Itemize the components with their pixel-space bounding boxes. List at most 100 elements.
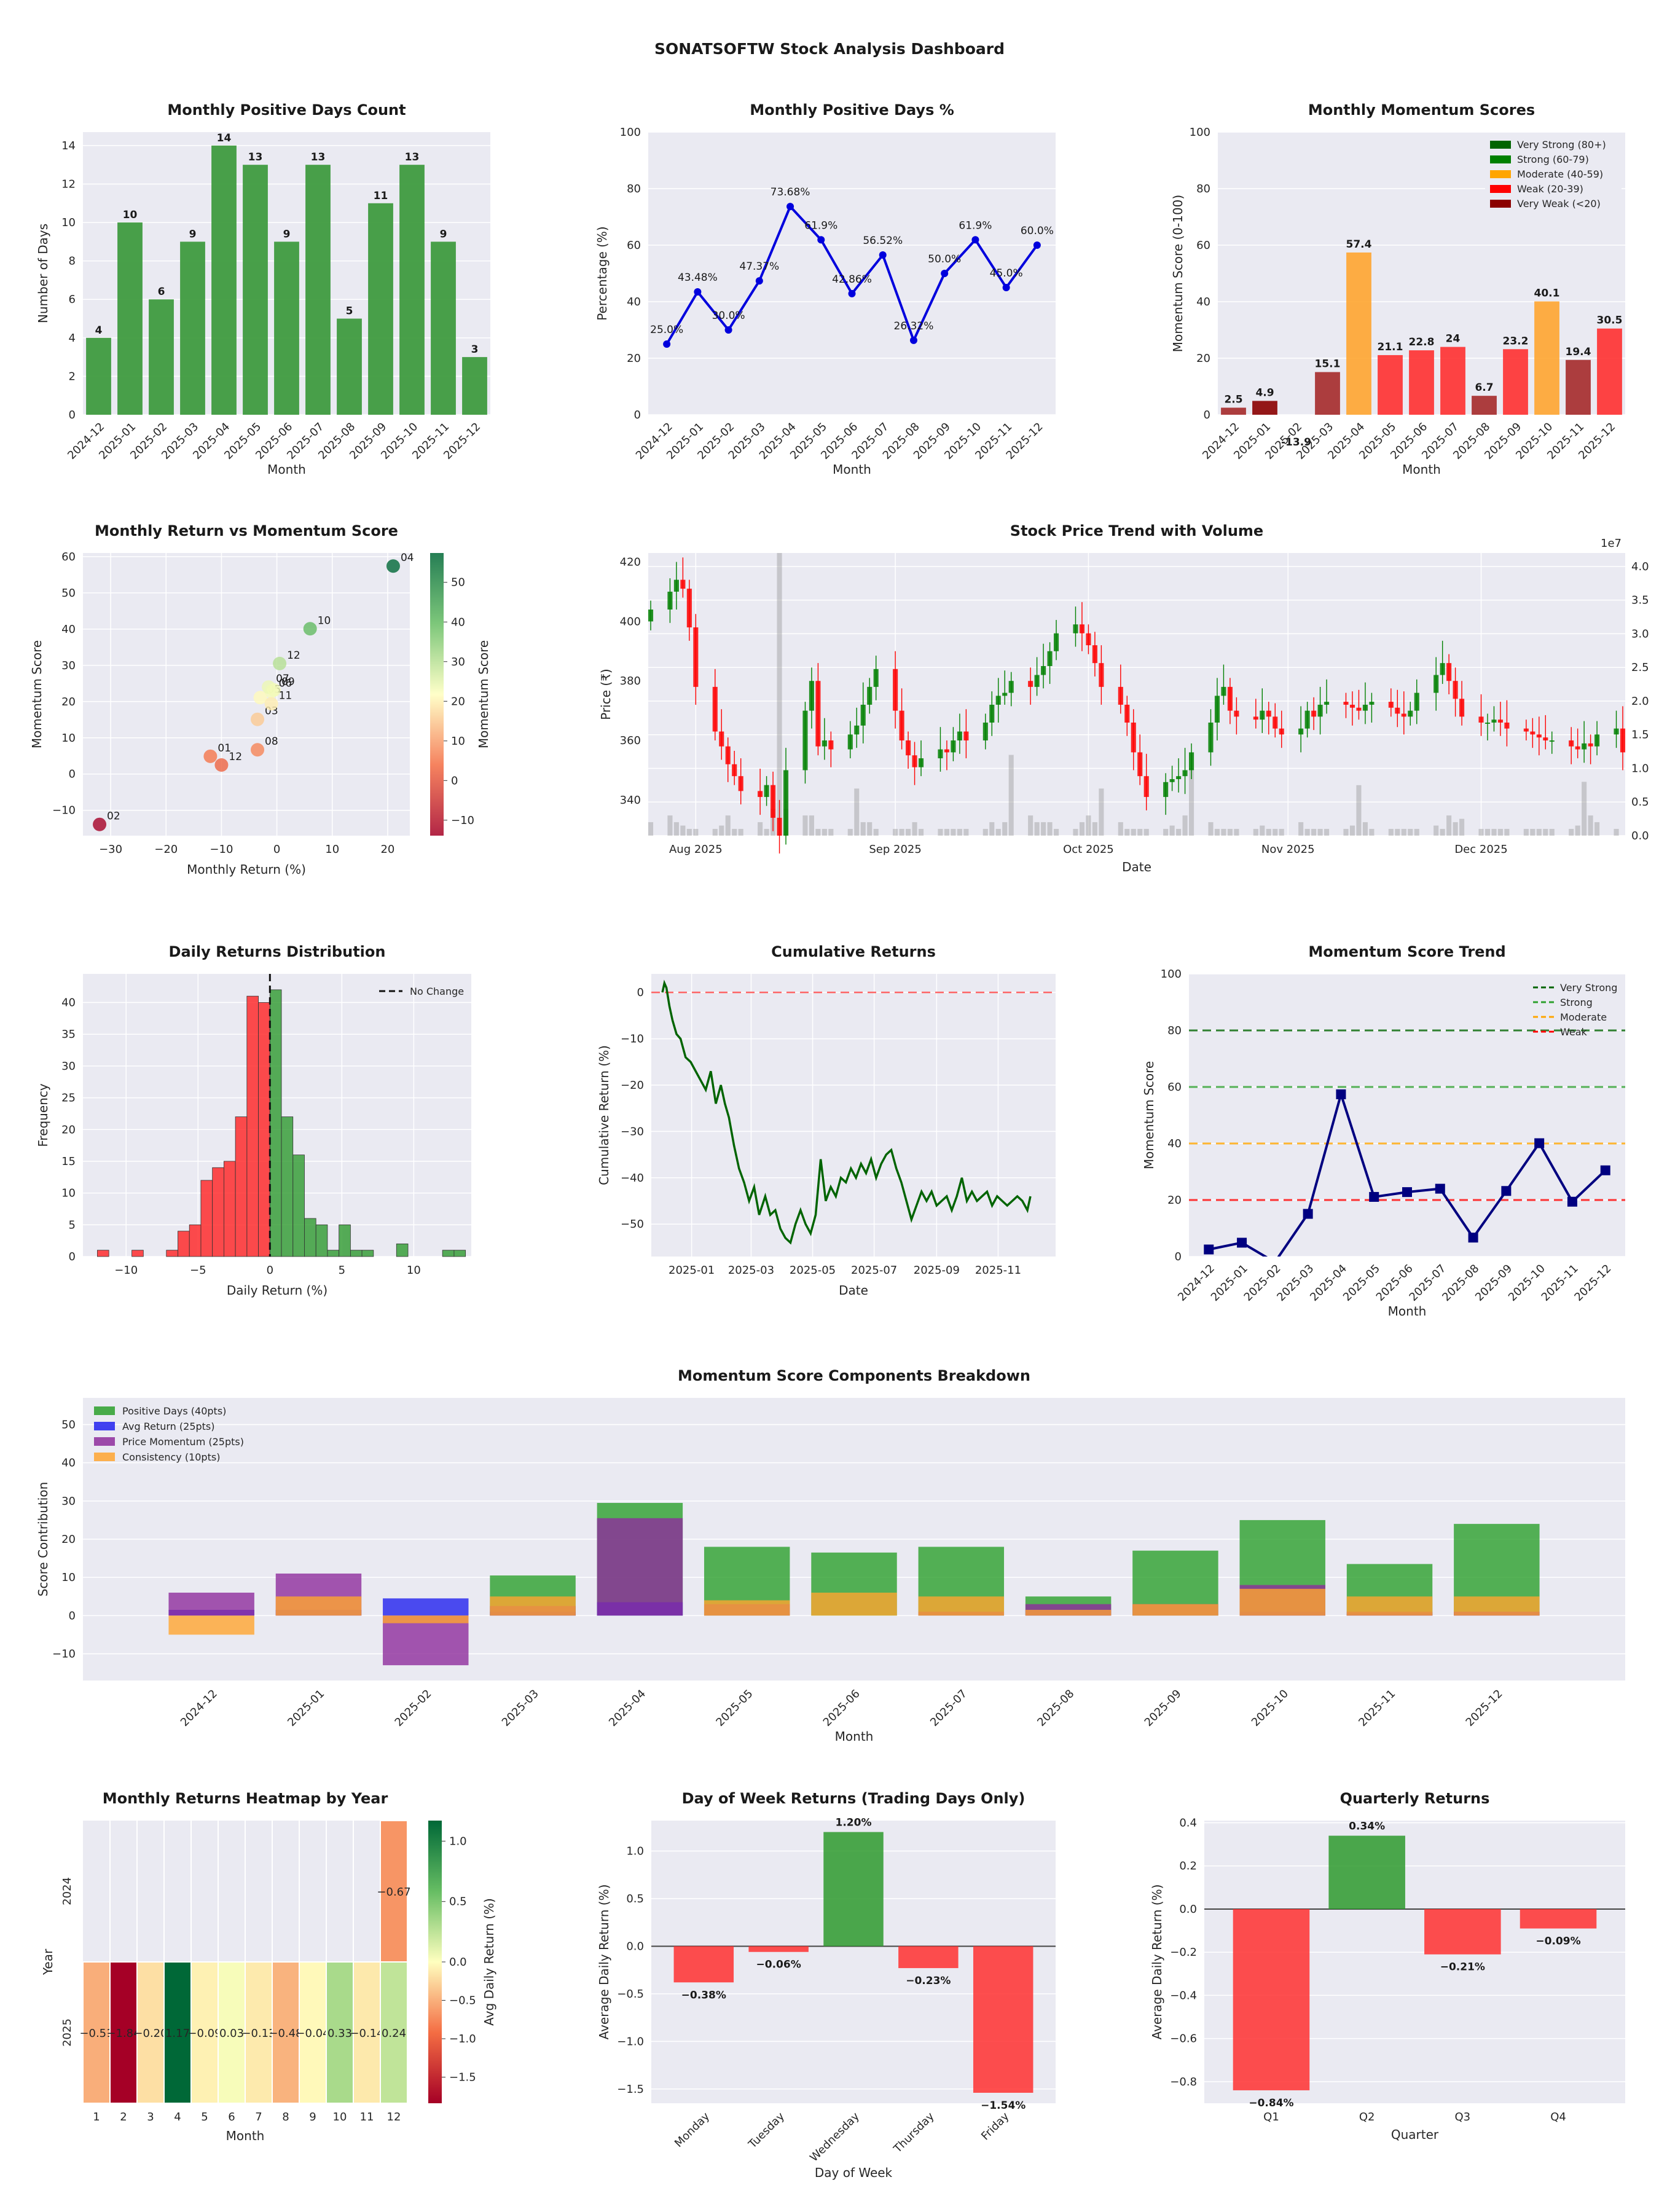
y-tick-label: 0: [69, 768, 76, 781]
bar: [1378, 355, 1403, 415]
volume-bar: [1260, 825, 1265, 836]
volume-bar: [867, 822, 873, 836]
x-tick-label: 2025-08: [1035, 1687, 1077, 1729]
candle-body: [1349, 704, 1355, 708]
component-bar: [811, 1593, 897, 1616]
candle-body: [1388, 702, 1394, 708]
bar-value-label: 6: [158, 286, 165, 298]
volume-tick-label: 2.0: [1631, 695, 1649, 708]
bar-value-label: −0.23%: [906, 1975, 951, 1987]
y-tick-label: 40: [627, 296, 641, 308]
legend-label: Price Momentum (25pts): [122, 1436, 244, 1448]
y-tick-label: −0.2: [1170, 1946, 1197, 1959]
volume-bar: [982, 829, 988, 836]
data-point: [1435, 1183, 1445, 1194]
volume-bar: [648, 822, 654, 836]
point-label: 07: [276, 673, 289, 685]
point-label: 04: [401, 552, 414, 564]
candle-body: [686, 589, 692, 628]
histogram-bar: [304, 1218, 316, 1257]
candle-body: [989, 704, 995, 723]
volume-bar: [1453, 822, 1458, 836]
volume-bar: [1369, 829, 1375, 836]
chart-title: Stock Price Trend with Volume: [1010, 522, 1263, 539]
cell-label: 1.17: [165, 2027, 190, 2040]
candle-body: [1234, 710, 1239, 717]
scatter-point: [253, 691, 267, 705]
y-tick-label: 20: [627, 352, 641, 365]
volume-bar: [1273, 829, 1278, 836]
candle-body: [738, 776, 743, 791]
y-tick-label: 6: [69, 293, 76, 306]
x-axis-label: Month: [1388, 1304, 1427, 1319]
heatmap-cell: [109, 1961, 138, 2104]
x-tick-label: Q4: [1550, 2111, 1566, 2124]
x-tick-label: 0: [273, 843, 280, 856]
y-tick-label: 60: [627, 239, 641, 252]
candle-body: [918, 758, 924, 767]
y-tick-label: 15: [61, 1155, 76, 1168]
data-point: [1033, 241, 1041, 249]
x-tick-label: Nov 2025: [1261, 843, 1315, 856]
candle-body: [1304, 710, 1310, 729]
volume-bar: [854, 788, 860, 836]
volume-bar: [944, 829, 949, 836]
volume-bar: [963, 829, 969, 836]
volume-bar: [758, 822, 763, 836]
bar-value-label: 9: [440, 228, 447, 240]
histogram-bar: [327, 1250, 340, 1257]
bar-value-label: 0.34%: [1349, 1821, 1385, 1833]
chart-title: Monthly Positive Days %: [750, 101, 954, 119]
x-tick-label: −30: [99, 843, 122, 856]
y-tick-label: 0.0: [1179, 1903, 1197, 1916]
data-label: 43.48%: [678, 272, 718, 284]
bar: [1440, 347, 1465, 415]
candle-body: [680, 579, 686, 589]
x-tick-label: −5: [190, 1264, 206, 1277]
candle-body: [1484, 723, 1491, 724]
candle-body: [771, 785, 776, 818]
volume-bar: [1459, 818, 1465, 836]
x-tick-label: 2025-07: [928, 1687, 970, 1729]
x-tick-label: 2025-09: [1142, 1687, 1184, 1729]
x-tick-label: 8: [282, 2111, 289, 2124]
y-tick-label: 0.5: [626, 1892, 644, 1905]
candle-body: [1395, 707, 1400, 714]
colorbar-tick-label: 0: [451, 774, 458, 787]
y-tick-label: 60: [61, 551, 76, 563]
volume-tick-label: 3.5: [1631, 594, 1649, 607]
volume-tick-label: 1.5: [1631, 729, 1649, 742]
bar: [86, 337, 111, 415]
candle-body: [802, 710, 808, 771]
bar-value-label: 2.5: [1224, 394, 1242, 406]
y-tick-label: 0: [637, 986, 644, 999]
data-label: 50.0%: [928, 253, 961, 265]
candle-body: [1311, 710, 1317, 717]
volume-bar: [1388, 829, 1394, 836]
cell-label: −1.84: [106, 2027, 140, 2040]
colorbar-tick-label: −1.5: [449, 2071, 476, 2084]
chart-title: Monthly Momentum Scores: [1308, 101, 1535, 119]
x-tick-label: 2025-12: [1572, 1262, 1614, 1304]
candle-body: [1478, 716, 1484, 723]
legend-swatch: [1490, 155, 1511, 163]
heatmap-cell: [326, 1961, 354, 2104]
plot-area: [83, 553, 410, 836]
x-tick-label: 2025-03: [500, 1687, 541, 1729]
heatmap-cell: [380, 1961, 408, 2104]
x-tick-label: 2025-01: [669, 1264, 715, 1277]
volume-bar: [1047, 822, 1053, 836]
volume-bar: [1594, 822, 1600, 836]
candle-body: [1124, 704, 1130, 723]
histogram-bar: [396, 1243, 409, 1257]
bar-value-label: 13: [405, 151, 420, 163]
volume-tick-label: 0.5: [1631, 796, 1649, 809]
volume-bar: [712, 829, 718, 836]
x-tick-label: 20: [380, 843, 394, 856]
y-tick-label: −40: [621, 1172, 644, 1185]
histogram-bar: [200, 1180, 213, 1257]
y-tick-label: 0.2: [1179, 1860, 1197, 1873]
volume-bar: [719, 825, 724, 836]
component-bar: [383, 1615, 469, 1666]
data-point: [1468, 1233, 1478, 1243]
